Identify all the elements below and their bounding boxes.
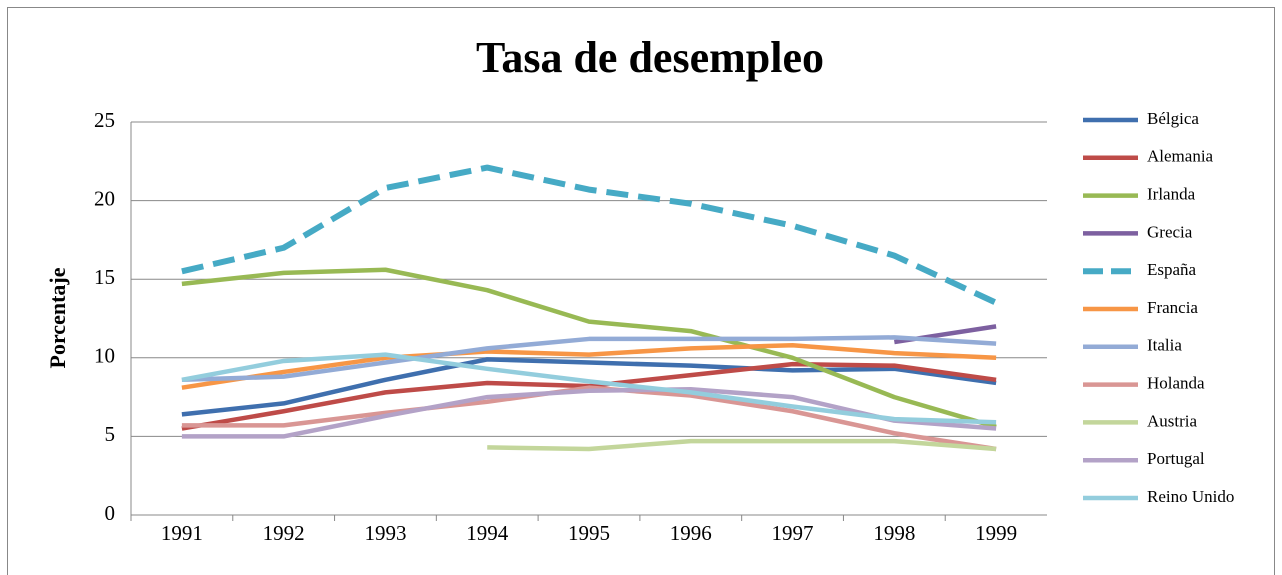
series-line	[181, 164, 998, 306]
x-tick-label: 1993	[364, 521, 406, 545]
legend-label: Bélgica	[1147, 109, 1199, 128]
chart-border	[7, 7, 1275, 575]
x-tick-label: 1995	[568, 521, 610, 545]
legend-label: Reino Unido	[1147, 487, 1234, 506]
x-tick-label: 1996	[670, 521, 712, 545]
series-line	[181, 352, 997, 425]
x-tick-label: 1994	[466, 521, 509, 545]
y-tick-label: 10	[94, 344, 115, 368]
y-tick-label: 25	[94, 108, 115, 132]
x-tick-label: 1999	[975, 521, 1017, 545]
chart-title: Tasa de desempleo	[476, 33, 824, 82]
y-tick-label: 20	[94, 186, 115, 210]
x-tick-label: 1997	[772, 521, 814, 545]
legend-label: Alemania	[1147, 147, 1214, 166]
legend-label: España	[1147, 260, 1197, 279]
series-line	[181, 335, 997, 383]
x-tick-label: 1991	[161, 521, 203, 545]
x-tick-label: 1998	[873, 521, 915, 545]
legend-label: Austria	[1147, 411, 1198, 430]
series-line	[181, 385, 997, 452]
y-axis-label: Porcentaje	[45, 267, 70, 368]
y-tick-label: 5	[105, 422, 116, 446]
legend-label: Irlanda	[1147, 185, 1196, 204]
y-tick-label: 0	[105, 501, 116, 525]
legend-label: Portugal	[1147, 449, 1205, 468]
legend-label: Holanda	[1147, 374, 1205, 393]
y-tick-label: 15	[94, 265, 115, 289]
x-tick-label: 1992	[263, 521, 305, 545]
legend-label: Grecia	[1147, 222, 1193, 241]
legend-label: Francia	[1147, 298, 1198, 317]
legend-label: Italia	[1147, 336, 1182, 355]
series-line	[181, 342, 997, 390]
series-line	[487, 438, 997, 452]
series-line	[181, 267, 997, 430]
series-line	[181, 357, 997, 417]
